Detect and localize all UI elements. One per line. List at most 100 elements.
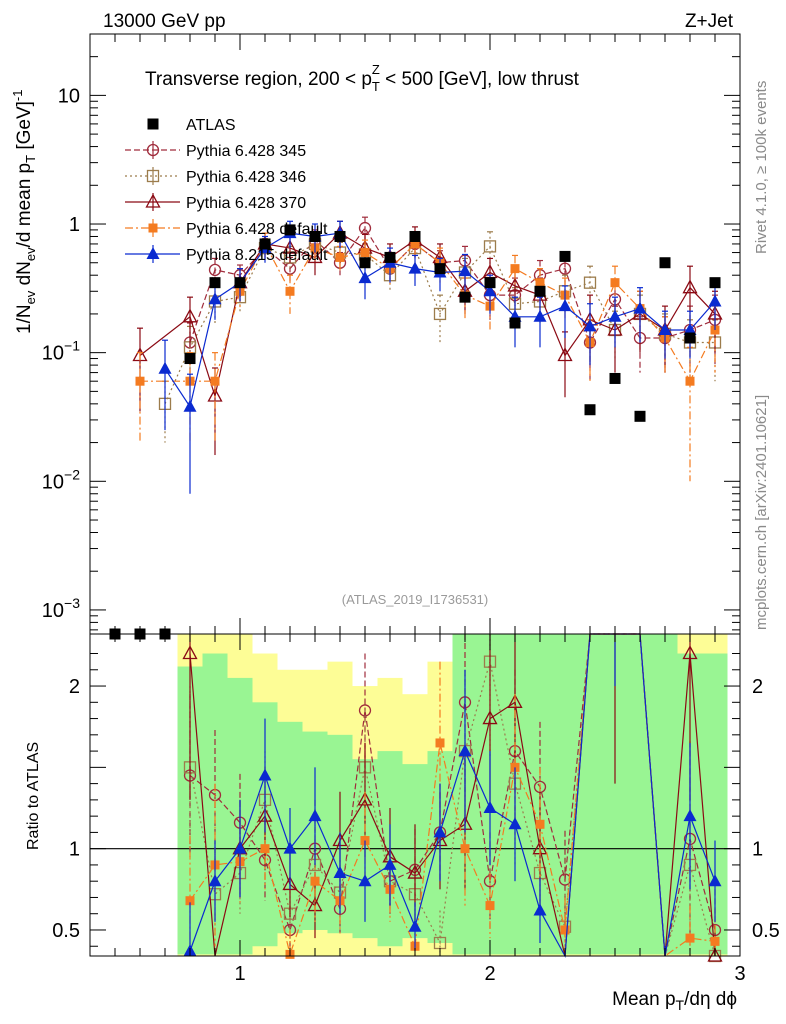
- atlas-data-point: [459, 291, 471, 303]
- series-point: [135, 376, 145, 386]
- ratio-point: [533, 903, 547, 916]
- ratio-plot-series: [182, 633, 723, 963]
- atlas-data-point: [609, 372, 621, 384]
- atlas-data-point: [234, 277, 246, 289]
- ratio-point: [560, 925, 570, 935]
- series-point: [158, 361, 172, 374]
- ratio-point: [433, 825, 447, 838]
- series-point: [558, 299, 572, 312]
- series-point: [410, 239, 420, 249]
- atlas-data-point: [484, 277, 496, 289]
- ratio-point: [185, 896, 195, 906]
- ratio-point: [407, 864, 423, 879]
- atlas-data-point: [659, 257, 671, 269]
- legend-entry: Pythia 8.215 default: [125, 245, 328, 264]
- ratio-point: [383, 857, 397, 870]
- atlas-data-point: [584, 404, 596, 416]
- y-tick-label: 1: [69, 214, 80, 236]
- main-plot-series: [109, 216, 723, 640]
- atlas-data-point: [384, 251, 396, 263]
- ratio-point: [258, 768, 272, 781]
- y-axis-label-ratio: Ratio to ATLAS: [25, 742, 42, 850]
- series-point: [282, 239, 298, 254]
- x-tick-label: 3: [734, 963, 745, 985]
- legend-label: Pythia 6.428 346: [186, 169, 306, 186]
- ratio-point: [507, 693, 523, 708]
- series-point: [210, 376, 220, 386]
- ratio-point: [508, 817, 522, 830]
- axis-ticks: 10 1 10−1 10−2 10−3 0.5 0.5 1 1 2 2 1 2 3: [42, 33, 780, 985]
- ratio-point: [483, 801, 497, 814]
- legend-marker: [146, 143, 160, 157]
- atlas-data-point: [284, 224, 296, 236]
- header-right: Z+Jet: [685, 11, 734, 32]
- atlas-data-point: [559, 250, 571, 262]
- series-point: [360, 248, 370, 258]
- chart-title: Transverse region, 200 < pTZ < 500 [GeV]…: [145, 62, 580, 94]
- atlas-data-point: [709, 277, 721, 289]
- ratio-point: [308, 809, 322, 822]
- ratio-point: [208, 874, 222, 887]
- y-tick-label: 10: [58, 85, 80, 107]
- legend-entry: Pythia 6.428 default: [125, 219, 328, 238]
- band-green-bin: [652, 634, 678, 955]
- series-point: [433, 307, 447, 321]
- ratio-point: [408, 919, 422, 932]
- legend-marker: [148, 223, 158, 233]
- atlas-data-point: [359, 257, 371, 269]
- ratio-point: [682, 645, 698, 660]
- series-point: [682, 279, 698, 294]
- ratio-y-tick-label: 1: [69, 839, 80, 861]
- legend-label: ATLAS: [186, 117, 236, 134]
- ratio-point: [310, 876, 320, 886]
- legend-label: Pythia 8.215 default: [186, 247, 328, 264]
- ratio-point: [182, 645, 198, 660]
- y-tick-label: 10−2: [42, 466, 80, 493]
- series-point: [533, 309, 547, 322]
- legend-entry: Pythia 6.428 370: [125, 193, 306, 212]
- ratio-point: [283, 841, 297, 854]
- series-point: [208, 263, 222, 277]
- ratio-point: [260, 844, 270, 854]
- ratio-point: [357, 791, 373, 806]
- atlas-data-point: [309, 230, 321, 242]
- series-point: [658, 323, 672, 336]
- series-point: [408, 261, 422, 274]
- mcplots-label: mcplots.cern.ch [arXiv:2401.10621]: [753, 395, 770, 630]
- ratio-point: [458, 744, 472, 757]
- series-point: [583, 319, 597, 332]
- series-point: [608, 309, 622, 322]
- legend-label: Pythia 6.428 345: [186, 143, 306, 160]
- legend-marker: [145, 193, 161, 208]
- ratio-point: [282, 876, 298, 891]
- atlas-data-point: [184, 353, 196, 365]
- series-point: [685, 376, 695, 386]
- analysis-watermark: (ATLAS_2019_I1736531): [342, 592, 488, 607]
- legend-marker: [147, 118, 159, 130]
- ratio-point: [707, 947, 723, 962]
- title-superscript: Z: [372, 62, 380, 77]
- legend-marker: [146, 169, 160, 183]
- x-tick-label: 1: [234, 963, 245, 985]
- atlas-data: [109, 224, 721, 640]
- atlas-data-point: [259, 238, 271, 250]
- ratio-point: [685, 933, 695, 943]
- series-point: [708, 294, 722, 307]
- ratio-y-tick-label-right: 0.5: [752, 920, 780, 942]
- ratio-point: [233, 841, 247, 854]
- x-axis-label: Mean pT/dη dϕ: [612, 989, 737, 1013]
- legend-marker: [146, 247, 160, 259]
- series-point: [557, 347, 573, 362]
- series-point: [358, 271, 372, 284]
- legend-entry: Pythia 6.428 345: [125, 141, 306, 160]
- y-tick-label: 10−1: [42, 338, 80, 365]
- ratio-point: [535, 819, 545, 829]
- series-point: [183, 399, 197, 412]
- series-point: [683, 323, 697, 336]
- atlas-data-point: [434, 263, 446, 275]
- ratio-point: [460, 844, 470, 854]
- atlas-data-point: [684, 332, 696, 344]
- band-green-bin: [577, 634, 603, 955]
- rivet-label: Rivet 4.1.0, ≥ 100k events: [753, 81, 770, 254]
